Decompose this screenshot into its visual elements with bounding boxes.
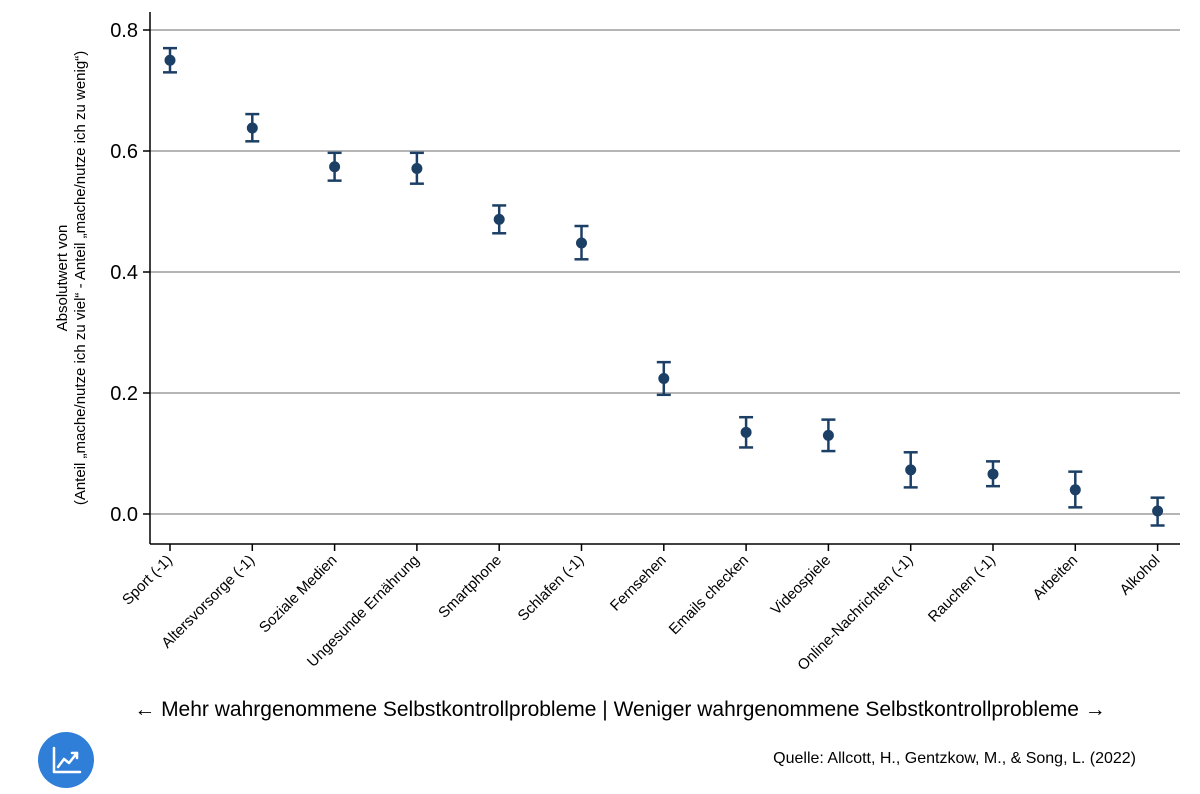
- data-point: [905, 464, 917, 476]
- data-point-group: [492, 204, 507, 235]
- y-tick-label: 0.6: [110, 141, 138, 163]
- data-point: [822, 429, 834, 441]
- y-axis-title-line1: Absolutwert von: [54, 225, 71, 332]
- y-tick-label: 0.4: [110, 262, 138, 284]
- data-point-group: [739, 415, 754, 449]
- data-point-group: [409, 151, 424, 185]
- logo: [38, 732, 94, 788]
- data-point-group: [903, 451, 918, 489]
- x-tick-label: Fernsehen: [607, 552, 670, 615]
- data-point-group: [656, 360, 671, 397]
- data-point-group: [986, 460, 1000, 488]
- x-tick-label: Alkohol: [1117, 552, 1164, 599]
- data-point-group: [1068, 470, 1083, 509]
- x-tick-label: Arbeiten: [1030, 552, 1082, 604]
- y-tick-label: 0.2: [110, 383, 138, 405]
- x-tick-label: Rauchen (-1): [925, 552, 999, 626]
- data-point-group: [1150, 496, 1165, 527]
- x-axis-title: ← Mehr wahrgenommene Selbstkontrollprobl…: [134, 698, 1106, 721]
- data-point-group: [245, 112, 260, 143]
- x-tick-label: Smartphone: [435, 552, 505, 622]
- data-point-group: [821, 418, 836, 453]
- x-tick-label: Altersvorsorge (-1): [158, 552, 258, 652]
- data-point-group: [327, 151, 342, 182]
- data-points: [163, 46, 1165, 527]
- data-point: [987, 468, 999, 480]
- data-point: [740, 426, 752, 438]
- chart: 0.0 0.2 0.4 0.6 0.8 Sport (-1)Altersvorsorge…: [54, 12, 1180, 674]
- data-point: [576, 237, 587, 249]
- data-point: [1069, 484, 1081, 496]
- data-point: [493, 213, 505, 225]
- axes: [149, 12, 1180, 545]
- data-point-group: [163, 46, 177, 74]
- y-tick-label: 0.0: [110, 504, 138, 526]
- data-point-group: [574, 224, 589, 261]
- x-tick-label: Emails checken: [666, 552, 752, 638]
- x-ticks: Sport (-1)Altersvorsorge (-1)Soziale Med…: [119, 544, 1163, 674]
- x-tick-label: Schlafen (-1): [515, 552, 588, 625]
- data-point: [329, 161, 341, 173]
- data-point: [1152, 505, 1164, 517]
- y-axis-title-line2: (Anteil „mache/nutze ich zu viel“ - Ante…: [72, 51, 89, 505]
- data-point: [164, 54, 176, 66]
- gridlines: [150, 29, 1180, 515]
- data-point: [658, 372, 670, 384]
- source-citation: Quelle: Allcott, H., Gentzkow, M., & Son…: [773, 750, 1136, 767]
- x-tick-label: Videospiele: [768, 552, 835, 619]
- y-tick-label: 0.8: [110, 20, 138, 42]
- x-tick-label: Sport (-1): [119, 552, 176, 609]
- trend-chart-icon: [52, 746, 82, 774]
- y-ticks: 0.0 0.2 0.4 0.6 0.8: [110, 20, 150, 526]
- x-tick-label: Soziale Medien: [256, 552, 341, 637]
- data-point: [411, 163, 423, 175]
- data-point: [246, 122, 258, 134]
